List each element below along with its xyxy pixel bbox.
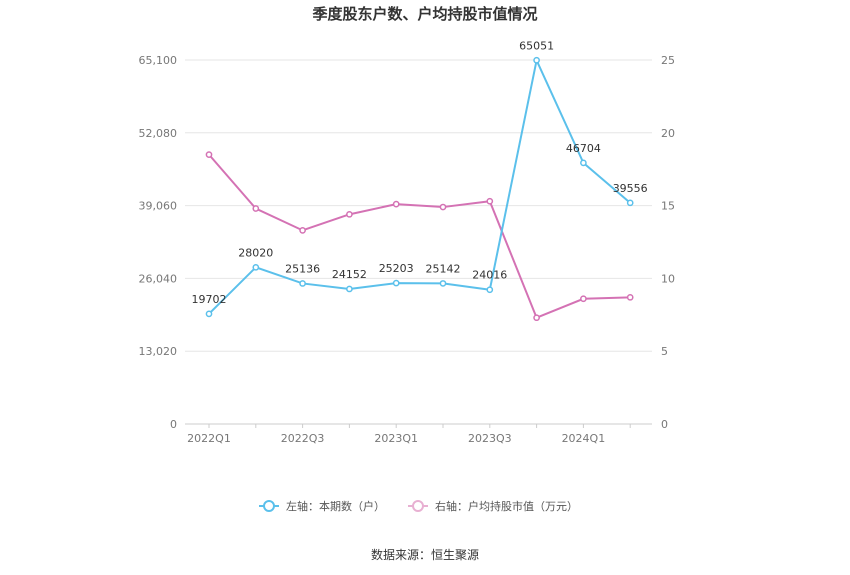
series-0-point	[346, 285, 353, 293]
right-tick-label: 0	[661, 418, 668, 431]
series-1-point	[626, 293, 634, 301]
data-label: 25142	[426, 262, 461, 275]
left-tick-label: 65,100	[139, 54, 178, 67]
legend-item-1[interactable]: 右轴：户均持股市值（万元）	[408, 499, 578, 513]
left-tick-label: 26,040	[139, 272, 178, 285]
data-label: 25203	[379, 262, 414, 275]
legend-swatch-marker	[263, 500, 275, 512]
data-label: 24016	[472, 269, 507, 282]
legend-label: 左轴：本期数（户）	[286, 499, 385, 513]
data-label: 65051	[519, 39, 554, 52]
series-0-point	[533, 56, 540, 64]
series-1-point	[346, 210, 353, 218]
data-label: 19702	[192, 293, 227, 306]
right-axis: 0 5 10 15 20 25	[661, 54, 675, 431]
left-axis: 0 13,020 26,040 39,060 52,080 65,100	[139, 54, 178, 431]
left-tick-label: 0	[170, 418, 177, 431]
legend-label: 右轴：户均持股市值（万元）	[435, 499, 578, 513]
left-tick-label: 52,080	[139, 127, 178, 140]
x-tick-label: 2023Q3	[468, 432, 512, 445]
series-1-point	[533, 314, 540, 322]
legend-item-0[interactable]: 左轴：本期数（户）	[259, 499, 385, 513]
series-1-point	[439, 203, 447, 211]
x-axis: 2022Q1 2022Q3 2023Q1 2023Q3 2024Q1	[187, 424, 631, 445]
series-1-point	[486, 197, 494, 205]
data-label: 39556	[613, 182, 648, 195]
series-0-point	[205, 310, 213, 318]
series-0-point	[299, 280, 306, 287]
right-tick-label: 5	[661, 345, 668, 358]
legend: 左轴：本期数（户） 右轴：户均持股市值（万元）	[259, 499, 578, 513]
right-tick-label: 15	[661, 200, 675, 213]
series-1-point	[392, 200, 400, 208]
data-source: 数据来源：恒生聚源	[371, 547, 479, 562]
left-tick-label: 39,060	[139, 200, 178, 213]
chart-title: 季度股东户数、户均持股市值情况	[312, 5, 537, 23]
left-tick-label: 13,020	[139, 345, 178, 358]
legend-swatch-marker	[412, 500, 424, 512]
series-0-point	[580, 159, 587, 167]
x-tick-label: 2024Q1	[562, 432, 606, 445]
right-tick-label: 25	[661, 54, 675, 67]
data-label: 25136	[285, 262, 320, 275]
series-1-point	[205, 151, 213, 158]
x-tick-label: 2022Q3	[281, 432, 325, 445]
data-label: 28020	[238, 246, 273, 259]
series-line-1	[208, 153, 631, 320]
series-0-point	[252, 263, 260, 271]
series-0-point	[486, 286, 494, 294]
grid	[185, 59, 652, 425]
data-label: 46704	[566, 142, 601, 155]
series-1-point	[580, 295, 587, 303]
x-tick-label: 2023Q1	[374, 432, 418, 445]
x-tick-label: 2022Q1	[187, 432, 231, 445]
series-line-0	[208, 57, 631, 315]
series-layer: 19702 28020 25136 24152 25203 25142 24016 65051…	[192, 39, 648, 322]
right-tick-label: 10	[661, 272, 675, 285]
data-label: 24152	[332, 268, 367, 281]
series-1-point	[299, 227, 306, 234]
series-0-point	[439, 280, 447, 287]
right-tick-label: 20	[661, 127, 675, 140]
series-0-point	[392, 279, 400, 287]
series-0-point	[626, 199, 634, 207]
series-1-point	[252, 205, 260, 212]
